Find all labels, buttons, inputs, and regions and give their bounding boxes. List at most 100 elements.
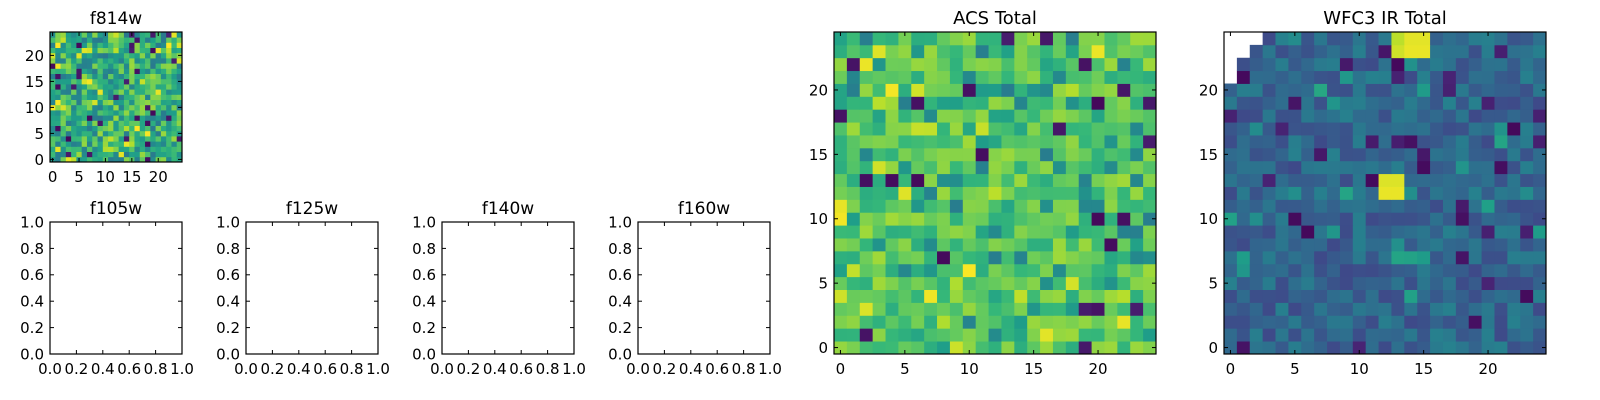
acs-total-cell — [1104, 109, 1118, 123]
f814w-cell — [81, 37, 88, 43]
acs-total-cell — [937, 44, 951, 59]
f160w-title: f160w — [678, 199, 730, 219]
wfc3-ir-total-cell — [1301, 315, 1315, 329]
acs-total-cell — [885, 276, 899, 290]
wfc3-ir-total-cell — [1481, 238, 1495, 252]
acs-total-cell — [885, 44, 899, 59]
acs-total-cell — [1052, 289, 1067, 303]
acs-total-cell — [1078, 199, 1092, 213]
f125w-xtick-label: 0.2 — [260, 360, 284, 378]
f814w-cell — [65, 68, 72, 74]
acs-total-cell — [1065, 289, 1080, 303]
f125w-ytick-label: 0.4 — [216, 293, 240, 311]
acs-total-cell — [1052, 109, 1067, 123]
wfc3-ir-total-cell — [1224, 122, 1238, 136]
acs-total-cell — [1143, 302, 1157, 316]
acs-total-cell — [846, 302, 861, 316]
f814w-cell — [92, 151, 98, 158]
wfc3-ir-total-cell — [1417, 250, 1431, 265]
acs-total-cell — [1040, 173, 1054, 187]
f814w-cell — [145, 37, 151, 43]
f814w-cell — [155, 89, 162, 95]
f814w-cell — [92, 156, 98, 163]
f814w-cell — [123, 63, 130, 69]
f814w-cell — [65, 47, 72, 54]
wfc3-ir-total-cell — [1378, 250, 1392, 265]
f814w-cell — [139, 42, 146, 48]
wfc3-ir-total-cell — [1481, 199, 1495, 213]
f814w-cell — [60, 42, 67, 48]
f814w-cell — [86, 37, 93, 43]
acs-total-cell — [1130, 199, 1144, 213]
wfc3-ir-total-cell — [1378, 32, 1392, 46]
wfc3-ir-total-cell — [1430, 32, 1444, 46]
f814w-cell — [176, 99, 183, 106]
acs-total-cell — [1027, 225, 1041, 239]
acs-total-cell — [1040, 70, 1054, 84]
wfc3-ir-total-cell — [1404, 109, 1418, 123]
wfc3-ir-total-heatmap — [1224, 32, 1547, 355]
acs-total-cell — [859, 315, 874, 329]
f814w-cell — [113, 68, 120, 74]
acs-total-cell — [872, 173, 886, 187]
wfc3-ir-total-cell — [1391, 289, 1405, 303]
acs-total-cell — [1040, 341, 1054, 355]
wfc3-ir-total-cell — [1224, 160, 1238, 175]
wfc3-ir-total-cell — [1275, 199, 1289, 213]
f814w-cell — [65, 130, 72, 137]
acs-total-cell — [1065, 173, 1080, 187]
f814w-cell — [166, 136, 172, 142]
wfc3-ir-total-cell — [1494, 225, 1508, 239]
wfc3-ir-total-cell — [1262, 238, 1276, 252]
f814w-cell — [113, 125, 120, 132]
acs-total-cell — [1065, 212, 1080, 226]
wfc3-ir-total-cell — [1417, 109, 1431, 123]
wfc3-ir-total-cell — [1533, 83, 1547, 97]
acs-total-cell — [975, 32, 989, 46]
f814w-cell — [71, 115, 77, 121]
wfc3-ir-total-cell — [1378, 109, 1392, 123]
wfc3-ir-total-cell — [1314, 147, 1328, 162]
acs-total-cell — [898, 212, 912, 226]
wfc3-ir-total-cell — [1442, 238, 1457, 252]
f814w-cell — [118, 136, 125, 142]
acs-total-cell — [1130, 186, 1144, 200]
wfc3-ir-total-cell — [1520, 289, 1534, 303]
f814w-cell — [145, 110, 151, 116]
f814w-cell — [50, 37, 56, 43]
acs-total-cell — [1027, 328, 1041, 342]
wfc3-ir-total-cell — [1262, 109, 1276, 123]
wfc3-ir-total-cell — [1327, 250, 1341, 265]
wfc3-ir-total-cell — [1468, 109, 1482, 123]
acs-total-cell — [1027, 341, 1041, 355]
wfc3-ir-total-cell — [1262, 173, 1276, 187]
wfc3-ir-total-title: WFC3 IR Total — [1323, 8, 1446, 29]
acs-total-cell — [1091, 44, 1105, 59]
f814w-cell — [171, 104, 178, 111]
f814w-cell — [176, 58, 183, 64]
acs-total-cell — [859, 341, 874, 355]
wfc3-ir-total-cell — [1404, 186, 1418, 200]
wfc3-ir-total-cell — [1455, 315, 1470, 329]
acs-total-cell — [1117, 122, 1131, 136]
f814w-cell — [134, 78, 141, 85]
f814w-cell — [102, 110, 109, 116]
wfc3-ir-total-cell — [1378, 96, 1392, 110]
f814w-cell — [139, 115, 146, 121]
acs-total-cell — [846, 109, 861, 123]
wfc3-ir-total-cell — [1404, 83, 1418, 97]
wfc3-ir-total-cell — [1468, 70, 1482, 84]
f814w-cell — [171, 120, 178, 126]
f814w-cell — [76, 120, 83, 126]
acs-total-cell — [1091, 173, 1105, 187]
acs-total-cell — [949, 186, 964, 200]
wfc3-ir-total-cell — [1262, 32, 1276, 46]
acs-total-cell — [962, 57, 977, 72]
wfc3-ir-total-cell — [1378, 225, 1392, 239]
acs-total-cell — [885, 122, 899, 136]
acs-total-cell — [1130, 289, 1144, 303]
acs-total-cell — [834, 96, 848, 110]
f814w-cell — [50, 115, 56, 121]
acs-total-cell — [872, 238, 886, 252]
f814w-cell — [118, 73, 125, 80]
